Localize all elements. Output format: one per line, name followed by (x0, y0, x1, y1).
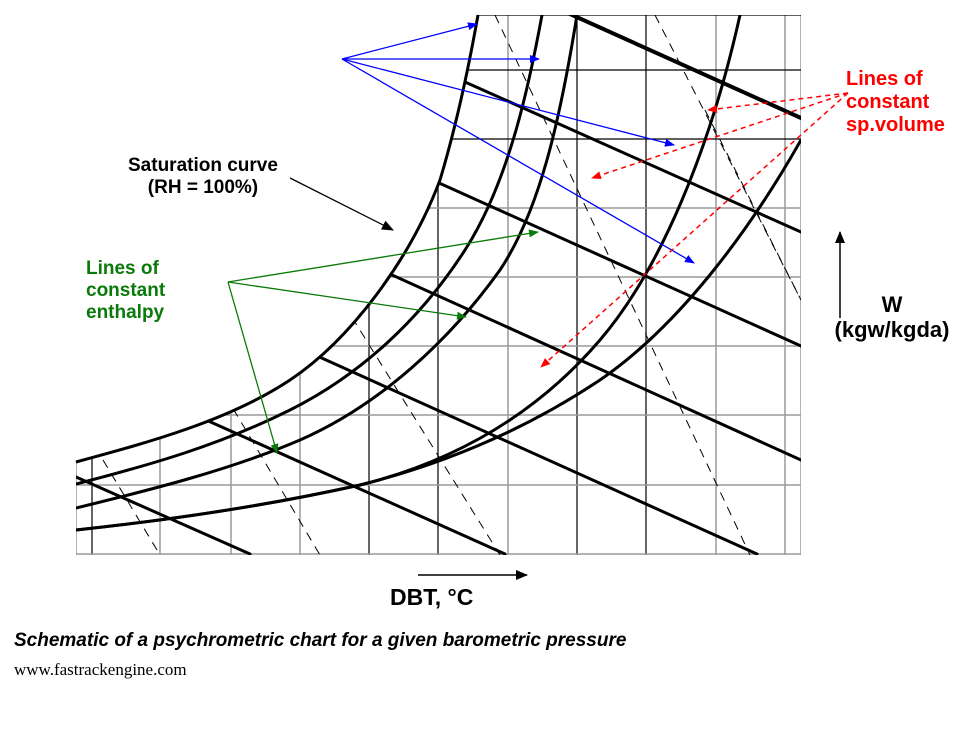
specific-volume-label: Lines of constant sp.volume (846, 68, 945, 136)
saturation-pointer (289, 177, 394, 231)
enthalpy-label: Lines of constant enthalpy (86, 258, 166, 323)
enthalpy-arrows (227, 229, 539, 454)
x-axis-label: DBT, °C (390, 584, 474, 610)
saturation-curve (75, 14, 480, 464)
volume-arrows (540, 92, 849, 368)
source-url: www.fastrackengine.com (14, 660, 187, 679)
figure-caption: Schematic of a psychrometric chart for a… (14, 630, 627, 651)
saturation-curve-label: Saturation curve (RH = 100%) (128, 155, 278, 198)
y-axis-label: W (kgw/kgda) (834, 292, 950, 343)
rh-arrows (341, 22, 695, 264)
